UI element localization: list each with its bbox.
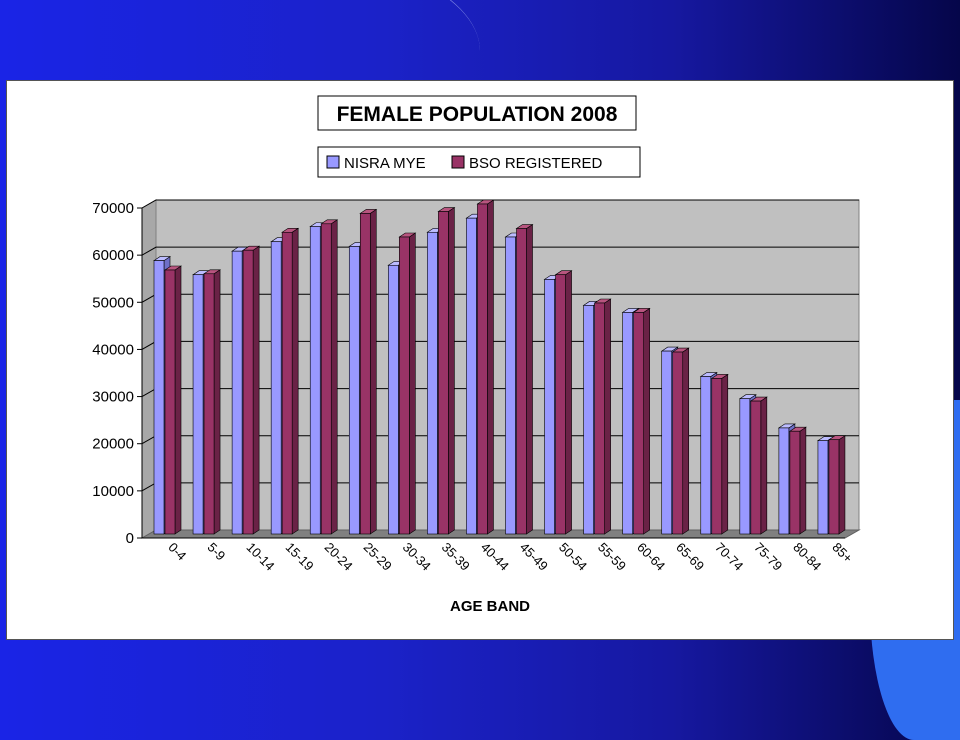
bar-bso-40-44-side [487,199,494,535]
bar-bso-55-59-side [604,298,611,535]
bar-bso-0-4 [164,269,176,535]
x-tick-label: 15-19 [283,540,317,574]
bar-nisra-35-39 [427,231,438,535]
legend-label-bso: BSO REGISTERED [469,155,603,172]
x-tick-label: 80-84 [790,540,824,574]
legend-label-nisra: NISRA MYE [344,155,426,172]
bar-bso-65-69-side [682,347,690,535]
x-tick-label: 85+ [829,540,855,566]
y-tick-label: 70000 [92,200,134,217]
legend-box [317,146,641,178]
bar-bso-70-74 [711,378,723,535]
gridline [141,246,859,256]
x-tick-label: 70-74 [712,540,746,574]
x-tick-label: 25-29 [361,540,395,574]
x-tick-label: 75-79 [751,540,785,574]
bar-nisra-20-24 [309,226,321,535]
bar-nisra-30-34 [388,264,399,535]
bar-bso-25-29 [359,213,371,535]
x-tick-label: 40-44 [478,540,512,574]
y-tick-label: 50000 [92,294,134,311]
bar-nisra-5-9 [192,274,204,535]
bar-nisra-15-19 [270,241,282,535]
bar-nisra-40-44 [466,217,477,535]
x-axis-label: AGE BAND [450,598,530,615]
bar-bso-60-64 [633,312,644,535]
x-tick-label: 45-49 [517,540,551,574]
x-tick-label: 10-14 [244,540,278,574]
bar-bso-20-24-side [330,219,338,535]
bar-bso-75-79-side [760,396,768,535]
x-tick-label: 20-24 [322,540,356,574]
bar-nisra-80-84 [778,427,790,535]
bar-bso-15-19 [281,231,293,535]
gridline [141,199,859,209]
bar-bso-60-64-side [643,307,650,535]
x-tick-label: 60-64 [634,540,668,574]
bar-bso-45-49-side [526,223,533,535]
bar-bso-50-54-side [565,270,572,535]
bar-bso-10-14 [242,249,254,535]
x-tick-label: 0-4 [165,540,189,564]
x-tick-label: 65-69 [673,540,707,574]
chart-panel: FEMALE POPULATION 2008 NISRA MYE BSO REG… [6,80,954,640]
legend-swatch-bso [451,155,465,169]
bar-bso-30-34 [399,236,410,535]
bar-bso-5-9-side [213,269,221,535]
bar-bso-10-14-side [252,245,260,535]
bar-bso-5-9 [203,273,215,535]
y-tick-label: 30000 [92,389,134,406]
legend: NISRA MYE BSO REGISTERED [326,155,603,172]
x-tick-label: 35-39 [439,540,473,574]
y-tick-label: 60000 [92,247,134,264]
bar-bso-75-79 [750,400,762,535]
legend-swatch-nisra [326,155,340,169]
y-tick-label: 0 [126,530,134,547]
x-tick-label: 50-54 [556,540,590,574]
x-tick-label: 5-9 [204,540,228,564]
bar-nisra-55-59 [583,305,594,535]
chart-title: FEMALE POPULATION 2008 [337,103,618,126]
x-tick-label: 30-34 [400,540,434,574]
bar-bso-85+-side [838,435,846,535]
bar-nisra-70-74 [700,376,712,535]
bar-nisra-65-69 [661,350,673,535]
bar-bso-0-4-side [174,265,182,535]
title-box [317,95,637,131]
bar-nisra-45-49 [505,236,516,535]
bar-bso-80-84-side [799,426,807,535]
bar-bso-45-49 [516,228,527,535]
bar-nisra-75-79 [739,398,751,535]
bar-nisra-0-4 [153,260,165,535]
x-tick-label: 55-59 [595,540,629,574]
bar-bso-25-29-side [369,208,377,535]
bar-bso-30-34-side [409,232,416,535]
bar-bso-35-39 [438,211,449,535]
bar-chart: FEMALE POPULATION 2008 NISRA MYE BSO REG… [92,95,861,615]
bar-bso-70-74-side [721,373,729,535]
bar-bso-80-84 [789,430,801,535]
bar-bso-40-44 [477,203,488,535]
y-tick-label: 20000 [92,436,134,453]
bar-bso-15-19-side [291,227,299,535]
bar-bso-85+ [828,439,840,535]
bar-nisra-10-14 [231,250,243,535]
bar-nisra-50-54 [544,279,555,535]
bar-bso-55-59 [594,302,605,535]
bar-nisra-60-64 [622,312,633,535]
bar-nisra-25-29 [348,246,360,535]
y-tick-label: 10000 [92,483,134,500]
y-tick-label: 40000 [92,341,134,358]
bar-bso-50-54 [555,274,566,535]
bar-bso-20-24 [320,223,332,535]
plot-area: 0 10000 20000 30000 40000 50000 60000 70000 0-4 5… [92,199,861,574]
bar-nisra-85+ [817,440,829,535]
bar-bso-65-69 [672,351,684,535]
bar-bso-35-39-side [448,206,455,535]
